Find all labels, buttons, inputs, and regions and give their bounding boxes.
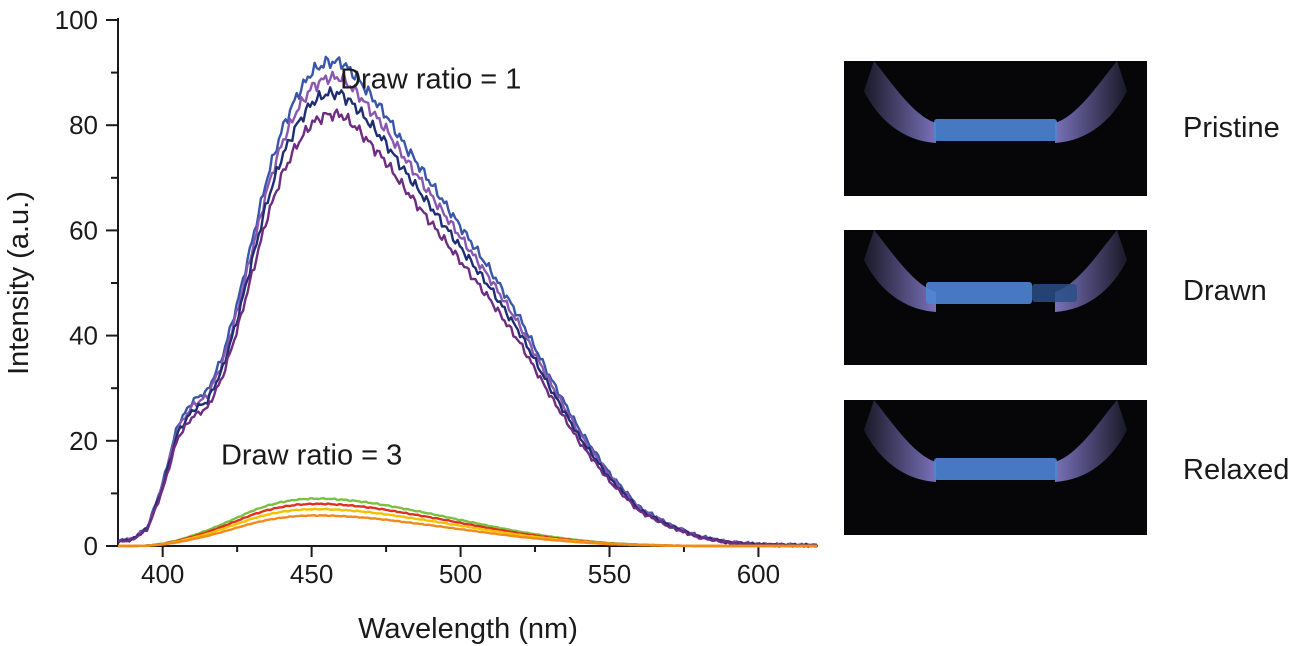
x-tick-label: 600 bbox=[737, 559, 780, 589]
fiber-segment bbox=[934, 119, 1057, 141]
fiber-illustration bbox=[864, 230, 1127, 312]
left-grip bbox=[864, 61, 936, 143]
spectrum-chart: 0 20 40 60 80 100 400 450 500 550 600 Draw ratio =… bbox=[3, 5, 819, 645]
photo-label-pristine: Pristine bbox=[1183, 112, 1280, 144]
fiber-illustration bbox=[864, 61, 1127, 143]
photo-pristine bbox=[844, 61, 1147, 196]
y-tick-label: 0 bbox=[84, 531, 98, 561]
x-axis-title: Wavelength (nm) bbox=[358, 613, 578, 645]
x-tick-label: 450 bbox=[290, 559, 333, 589]
y-axis-title: Intensity (a.u.) bbox=[3, 191, 35, 375]
x-tick-label: 400 bbox=[141, 559, 184, 589]
y-tick-label: 40 bbox=[69, 321, 98, 351]
right-grip bbox=[1055, 400, 1127, 482]
series-line-draw-ratio-1-a bbox=[117, 55, 819, 548]
photo-drawn bbox=[844, 230, 1147, 365]
fiber-bright-segment bbox=[926, 282, 1032, 304]
series-line-draw-ratio-3-d bbox=[118, 514, 818, 548]
x-tick-label: 550 bbox=[588, 559, 631, 589]
photo-label-relaxed: Relaxed bbox=[1183, 454, 1290, 486]
y-tick-label: 20 bbox=[69, 426, 98, 456]
fiber-segment bbox=[934, 458, 1057, 480]
right-grip bbox=[1055, 61, 1127, 143]
fiber-dim-segment bbox=[1032, 284, 1077, 302]
y-tick-label: 80 bbox=[69, 110, 98, 140]
y-tick-label: 60 bbox=[69, 215, 98, 245]
photo-relaxed bbox=[844, 400, 1147, 535]
series-layer bbox=[117, 55, 819, 549]
annotation-draw-ratio-3: Draw ratio = 3 bbox=[221, 439, 402, 471]
series-line-draw-ratio-1-d bbox=[117, 108, 818, 549]
series-line-draw-ratio-1-c bbox=[117, 86, 818, 548]
x-tick-label: 500 bbox=[439, 559, 482, 589]
chart-axes: 0 20 40 60 80 100 400 450 500 550 600 bbox=[55, 5, 818, 589]
annotation-draw-ratio-1: Draw ratio = 1 bbox=[340, 63, 521, 95]
y-tick-label: 100 bbox=[55, 5, 98, 35]
fiber-illustration bbox=[864, 400, 1127, 482]
series-line-draw-ratio-1-b bbox=[117, 70, 818, 549]
left-grip bbox=[864, 230, 936, 312]
left-grip bbox=[864, 400, 936, 482]
photo-label-drawn: Drawn bbox=[1183, 275, 1267, 307]
